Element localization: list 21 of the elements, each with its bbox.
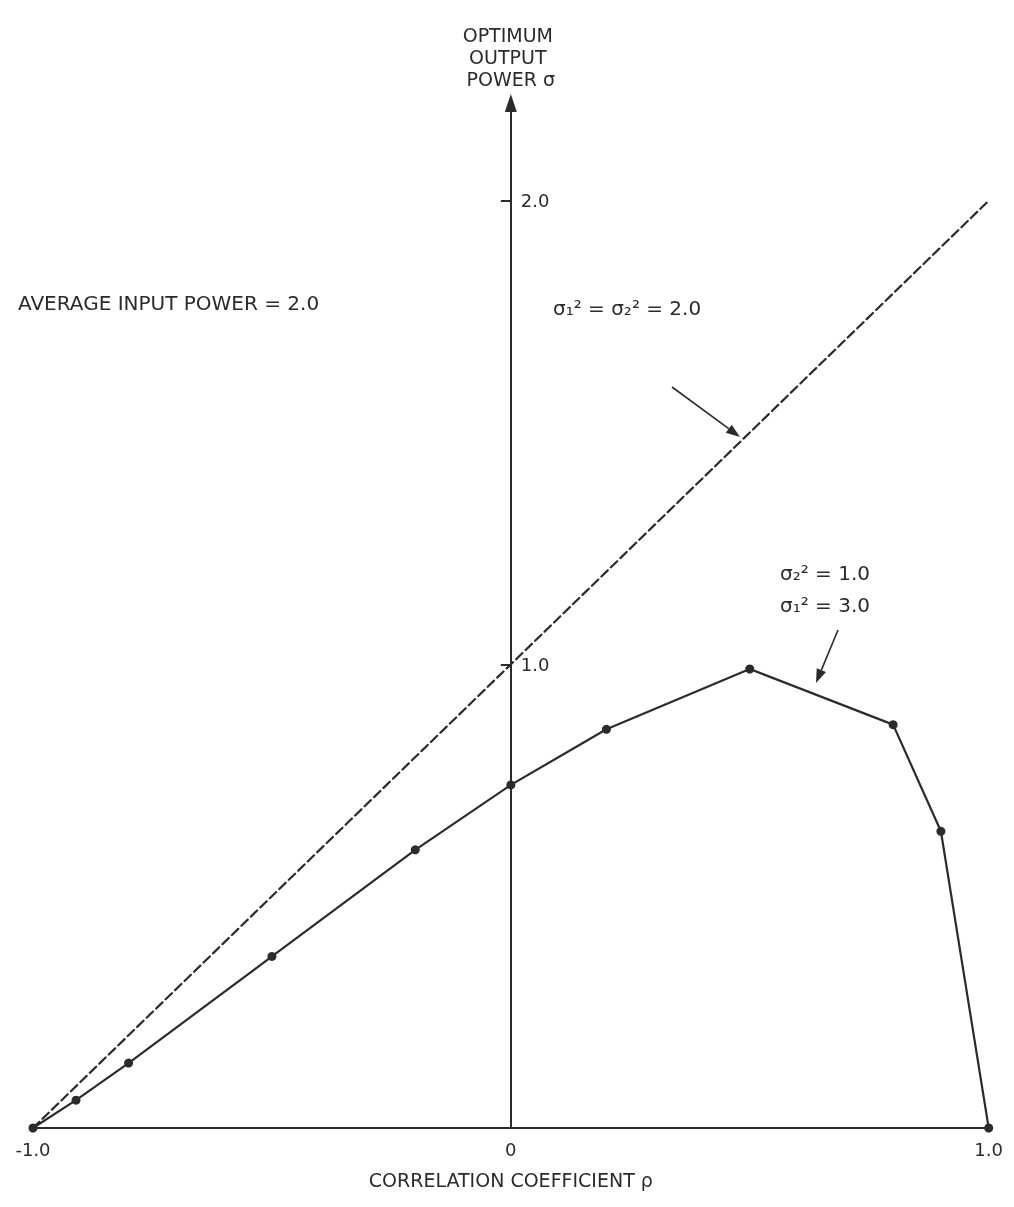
point (28, 1123, 38, 1133)
point (71, 1095, 81, 1105)
annotation: AVERAGE INPUT POWER = 2.0 (18, 291, 320, 315)
point (888, 720, 898, 730)
x-tick-label: -1.0 (15, 1138, 51, 1160)
annotation: σ₂² = 1.0 (780, 561, 870, 585)
point (984, 1123, 994, 1133)
x-tick-label: 0 (505, 1138, 517, 1160)
y-tick-label: 2.0 (520, 190, 550, 212)
annotation: σ₁² = σ₂² = 2.0 (553, 296, 702, 320)
point (124, 1058, 134, 1068)
point (410, 845, 420, 855)
x-tick-label: 1.0 (974, 1138, 1004, 1160)
point (601, 724, 611, 734)
point (936, 826, 946, 836)
point (267, 951, 277, 961)
annotation: σ₁² = 3.0 (780, 593, 870, 617)
point (745, 664, 755, 674)
y-axis-title: OPTIMUM OUTPUT POWER σ (462, 24, 560, 90)
x-axis-title: CORRELATION COEFFICIENT ρ (368, 1168, 653, 1191)
point (506, 780, 516, 790)
